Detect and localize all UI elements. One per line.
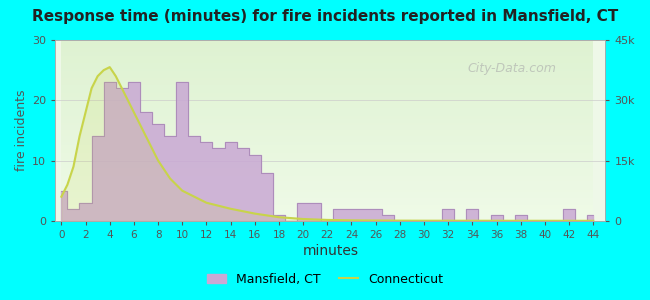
Legend: Mansfield, CT, Connecticut: Mansfield, CT, Connecticut [202, 268, 448, 291]
Text: Response time (minutes) for fire incidents reported in Mansfield, CT: Response time (minutes) for fire inciden… [32, 9, 618, 24]
Y-axis label: fire incidents: fire incidents [15, 90, 28, 171]
Text: City-Data.com: City-Data.com [468, 62, 556, 75]
X-axis label: minutes: minutes [302, 244, 358, 258]
